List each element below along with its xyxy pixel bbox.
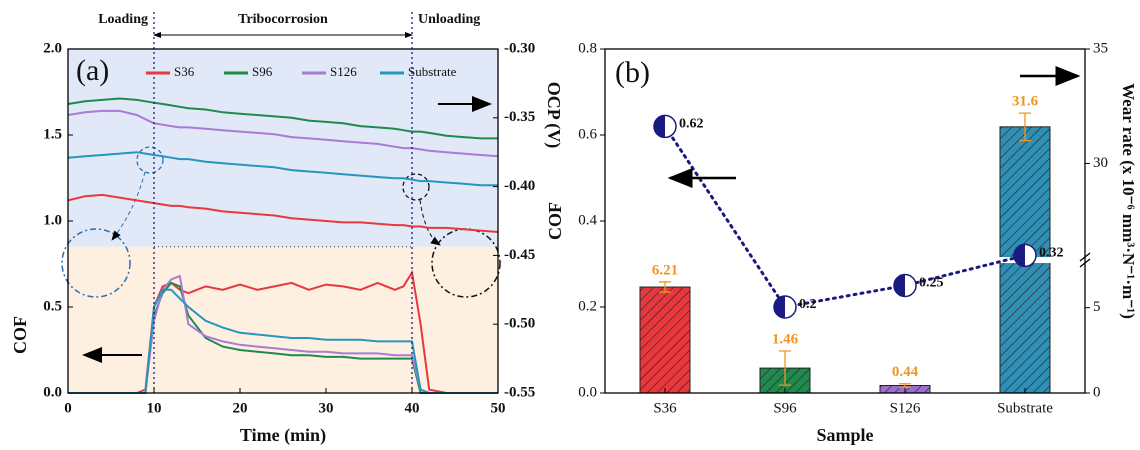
y2-axis-label: OCP (V): [543, 82, 564, 149]
annotation: Loading: [98, 12, 148, 27]
y2-tick-label: -0.40: [504, 178, 535, 194]
panel-label: (b): [615, 56, 650, 89]
y2-tick-label: -0.50: [504, 316, 535, 332]
y-tick-label: 0.0: [43, 384, 62, 400]
y2-tick-label: 35: [1093, 40, 1108, 56]
y-tick-label: 0.5: [43, 298, 62, 314]
legend-label: Substrate: [408, 64, 457, 79]
zoom-arrow: [419, 199, 441, 246]
annotation: Tribocorrosion: [238, 12, 328, 27]
y-tick-label: 0.6: [578, 126, 597, 142]
y2-tick-label: 30: [1093, 155, 1108, 171]
legend-label: S96: [252, 64, 273, 79]
error-bar: [1019, 112, 1031, 142]
y-tick-label: 0.0: [578, 384, 597, 400]
y2-tick-label: 0: [1093, 384, 1101, 400]
cof-value-label: 0.32: [1039, 246, 1064, 261]
x-tick-label: 0: [64, 400, 72, 416]
x-axis-label: Sample: [816, 425, 873, 445]
ocp-line: [67, 109, 499, 158]
cof-value-label: 0.25: [919, 276, 944, 291]
cof-marker-half: [1014, 244, 1025, 267]
background-lower: [68, 246, 498, 393]
ocp-line: [67, 193, 499, 233]
y-tick-label: 2.0: [43, 40, 62, 56]
y2-axis-label: Wear rate (x 10⁻⁶ mm³·N⁻¹·m⁻¹): [1119, 83, 1138, 319]
cof-line: [663, 124, 1027, 309]
y-axis-label: COF: [545, 202, 565, 240]
value-label: 0.44: [892, 364, 919, 380]
x-tick-label: 50: [491, 400, 506, 416]
panel-label: (a): [76, 54, 109, 87]
x-tick-label: 20: [233, 400, 248, 416]
background-upper: [68, 49, 498, 247]
y-tick-label: 0.8: [578, 40, 597, 56]
y-tick-label: 1.0: [43, 212, 62, 228]
x-tick-label: Substrate: [997, 400, 1053, 416]
cof-value-label: 0.62: [679, 117, 704, 132]
legend-label: S36: [174, 64, 195, 79]
error-bar: [899, 383, 911, 388]
inset-circle: [61, 228, 131, 298]
value-label: 1.46: [772, 331, 799, 347]
x-tick-label: 40: [405, 400, 420, 416]
cof-marker-half: [774, 296, 785, 318]
x-tick-label: 10: [147, 400, 162, 416]
ocp-line: [67, 151, 498, 187]
y2-tick-label: 5: [1093, 299, 1101, 315]
zoom-circle: [402, 173, 430, 201]
zoom-circle: [136, 146, 164, 174]
y2-tick-label: -0.55: [504, 384, 535, 400]
ocp-line: [67, 97, 498, 140]
x-tick-label: S126: [890, 400, 921, 416]
y-tick-label: 1.5: [43, 126, 62, 142]
value-label: 31.6: [1012, 94, 1039, 110]
annotation: Unloading: [418, 12, 480, 27]
error-bar: [779, 350, 791, 386]
legend-label: S126: [330, 64, 357, 79]
x-tick-label: 30: [319, 400, 334, 416]
cof-marker-half: [654, 115, 665, 138]
y2-tick-label: -0.45: [504, 247, 535, 263]
zoom-arrow: [111, 171, 146, 241]
bar: [639, 286, 691, 394]
x-tick-label: S36: [653, 400, 677, 416]
y-tick-label: 0.2: [578, 298, 597, 314]
axis-break-gap: [606, 257, 1092, 264]
x-tick-label: S96: [773, 400, 797, 416]
y2-tick-label: -0.30: [504, 40, 535, 56]
y2-tick-label: -0.35: [504, 109, 535, 125]
cof-value-label: 0.2: [799, 297, 817, 312]
x-axis-label: Time (min): [240, 425, 326, 446]
value-label: 6.21: [652, 262, 678, 278]
error-bar: [659, 281, 671, 293]
cof-marker-half: [894, 274, 905, 297]
y-tick-label: 0.4: [578, 212, 597, 228]
y-axis-label: COF: [10, 316, 30, 354]
